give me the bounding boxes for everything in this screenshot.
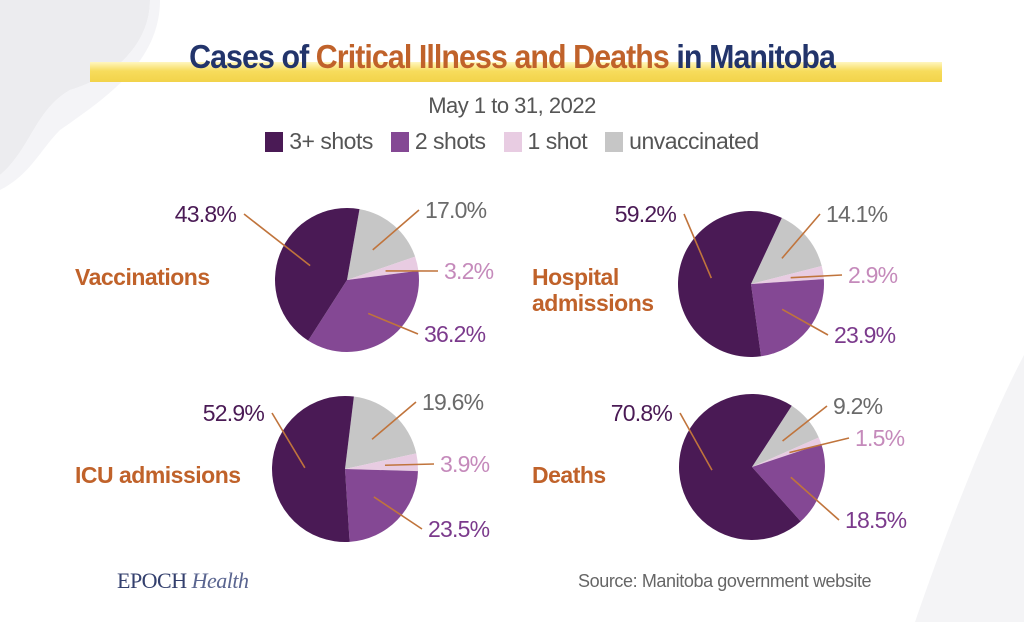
leader-line-unvaccinated [782,405,828,442]
pie-slice-2shots [751,279,824,357]
pie-slice-1shot [345,453,418,472]
pie-chart-2: 52.9% 23.5% 3.9% 19.6% [203,389,490,542]
data-label-unvaccinated: 9.2% [833,393,883,419]
data-label-2shots: 36.2% [424,321,486,347]
legend-item-unvaccinated: unvaccinated [605,128,759,155]
page-title: Cases of Critical Illness and Deaths in … [189,38,836,76]
pie-slice-3plus [275,208,360,341]
leader-line-1shot [789,437,850,454]
leader-line-3plus [679,412,713,471]
data-label-1shot: 1.5% [855,425,905,451]
legend-item-3plus: 3+ shots [265,128,373,155]
source-note: Source: Manitoba government website [578,571,872,591]
data-label-2shots: 18.5% [845,507,907,533]
epoch-health-logo: EPOCH Health [117,568,249,594]
pie-slice-1shot [752,437,822,467]
chart-title-hospital-admissions: Hospital admissions [532,264,654,316]
legend-swatch-1shot [503,131,522,152]
leader-line-unvaccinated [372,209,420,251]
leader-line-2shots [367,312,419,335]
data-label-unvaccinated: 19.6% [422,389,484,415]
data-label-1shot: 3.9% [440,451,490,477]
pie-slice-2shots [345,469,418,542]
data-label-3plus: 70.8% [611,400,673,426]
data-label-3plus: 43.8% [175,201,237,227]
legend-item-1shot: 1 shot [503,128,588,155]
pie-slice-2shots [308,270,419,352]
chart-title-line: admissions [532,290,654,316]
pie-slice-3plus [679,393,801,540]
pie-slice-2shots [752,443,825,522]
data-label-1shot: 3.2% [444,258,494,284]
pie-slice-1shot [347,256,419,280]
legend-item-2shots: 2 shots [390,128,486,155]
legend-label: 3+ shots [289,128,373,154]
logo-text-epoch: EPOCH [117,568,187,593]
pie-chart-0: 43.8% 36.2% 3.2% 17.0% [175,197,494,352]
pie-slice-3plus [272,396,354,542]
pie-slice-3plus [678,211,782,357]
title-part-1: Cases of [189,38,316,75]
leader-line-3plus [271,412,306,469]
data-label-2shots: 23.9% [834,322,896,348]
chart-title-deaths: Deaths [532,462,606,488]
data-label-2shots: 23.5% [428,516,490,542]
chart-title-vaccinations: Vaccinations [75,264,210,290]
legend-label: 2 shots [414,128,486,154]
leader-line-3plus [243,213,311,267]
leader-line-2shots [781,308,829,336]
leader-line-unvaccinated [371,401,417,440]
pie-slice-unvaccinated [752,405,819,467]
pie-slice-1shot [751,265,824,284]
leader-line-2shots [373,496,423,530]
leader-line-3plus [683,213,713,279]
legend-swatch-2shots [390,131,409,152]
pie-chart-3: 70.8% 18.5% 1.5% 9.2% [611,393,907,540]
leader-line-1shot [790,274,843,279]
leader-line-2shots [790,476,840,521]
data-label-unvaccinated: 14.1% [826,201,888,227]
pie-slice-unvaccinated [347,209,416,280]
legend-swatch-3plus [265,131,284,152]
logo-text-health: Health [191,568,249,593]
title-highlight-bar [90,62,942,82]
legend-swatch-unvaccinated [605,131,624,152]
pie-slice-unvaccinated [751,217,822,284]
pie-chart-1: 59.2% 23.9% 2.9% 14.1% [615,201,898,357]
legend-label: 1 shot [527,128,588,154]
data-label-3plus: 52.9% [203,400,265,426]
leader-line-unvaccinated [781,213,821,259]
data-label-unvaccinated: 17.0% [425,197,487,223]
date-range-subtitle: May 1 to 31, 2022 [428,93,596,118]
title-part-3: in Manitoba [668,38,835,75]
title-highlight: Critical Illness and Deaths [315,38,670,75]
legend: 3+ shots 2 shots 1 shot unvaccinated [0,128,1024,155]
legend-label: unvaccinated [629,128,759,154]
data-label-1shot: 2.9% [848,262,898,288]
title-container: Cases of Critical Illness and Deaths in … [0,38,1024,76]
chart-title-icu-admissions: ICU admissions [75,462,241,488]
chart-title-line: Hospital [532,264,619,290]
data-label-3plus: 59.2% [615,201,677,227]
leader-line-1shot [384,463,435,467]
